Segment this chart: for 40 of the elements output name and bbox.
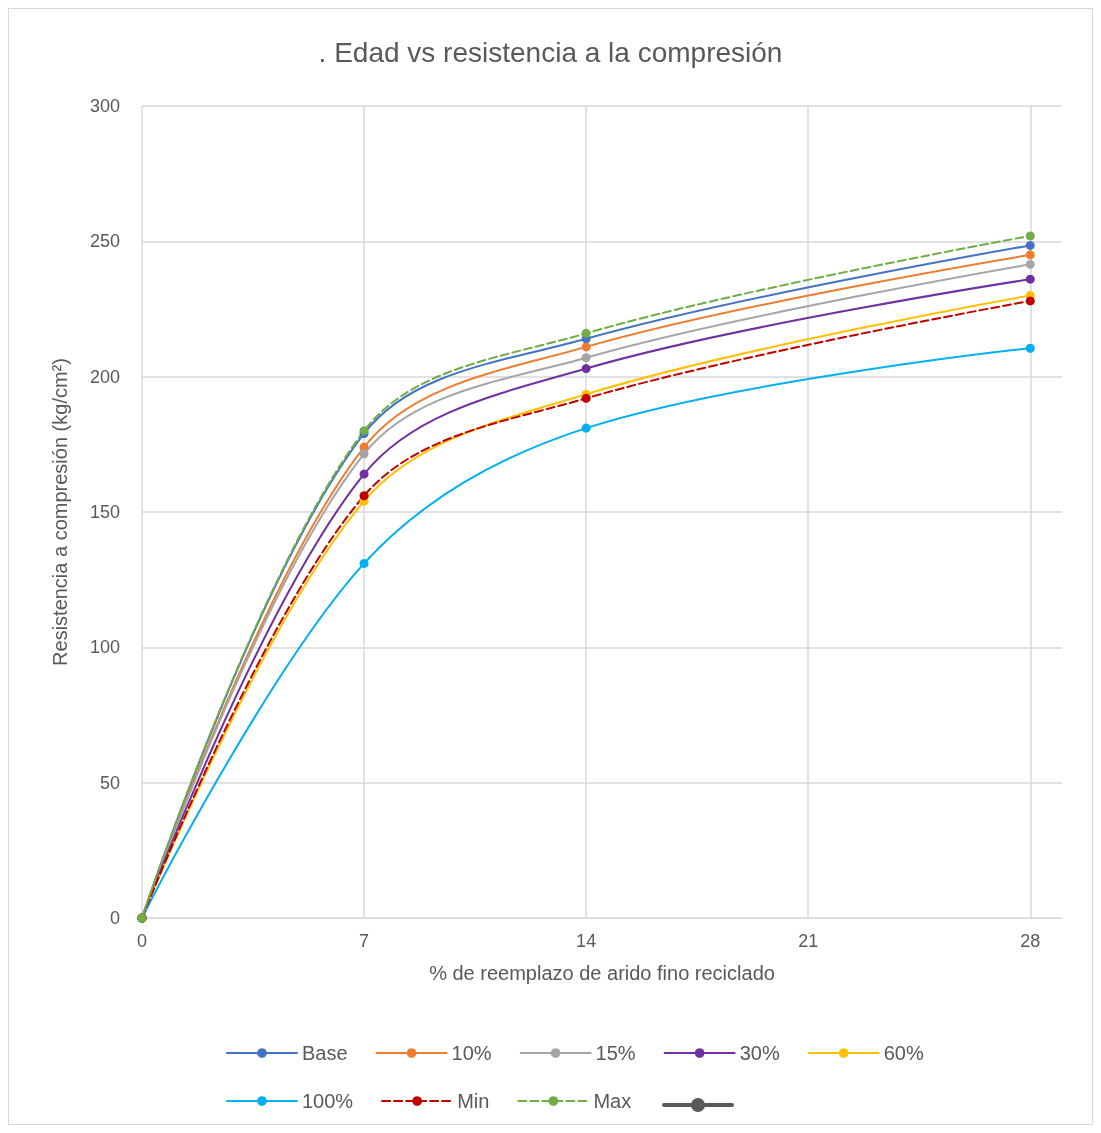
point [1025, 274, 1035, 284]
point [359, 469, 369, 479]
point [359, 491, 369, 501]
x-tick-label: 0 [136, 931, 148, 951]
point [581, 342, 591, 352]
legend-label: 100% [302, 1090, 354, 1112]
point [1025, 259, 1035, 269]
point [581, 328, 591, 338]
y-tick-label: 300 [89, 96, 120, 116]
x-tick-label: 21 [798, 931, 819, 951]
point [581, 393, 591, 403]
y-tick-label: 50 [99, 772, 120, 793]
point [1025, 343, 1035, 353]
point [581, 423, 591, 433]
y-tick-label: 150 [89, 502, 120, 522]
point [1025, 231, 1035, 241]
y-tick-label: 0 [109, 908, 120, 928]
y-tick-label: 200 [89, 366, 120, 387]
legend-label: Base [302, 1042, 348, 1064]
point [581, 353, 591, 363]
legend-label: Max [593, 1090, 632, 1112]
y-tick-label: 100 [89, 637, 120, 658]
legend-label: 30% [739, 1042, 780, 1064]
legend-label: 60% [883, 1042, 924, 1064]
x-tick-label: 28 [1020, 931, 1041, 951]
y-axis-title: Resistencia a compresión (kg/cm²) [49, 358, 71, 666]
legend-label: 15% [595, 1042, 636, 1064]
x-axis-title: % de reemplazo de arido fino reciclado [429, 962, 775, 984]
x-tick-label: 7 [359, 931, 370, 951]
legend-label: Min [457, 1090, 490, 1112]
point [1025, 296, 1035, 306]
y-tick-label: 250 [89, 231, 120, 252]
chart-title: . Edad vs resistencia a la compresión [318, 36, 783, 68]
point [359, 449, 369, 459]
legend-label: 10% [451, 1042, 492, 1064]
point [359, 558, 369, 568]
point [1025, 240, 1035, 250]
point [1025, 250, 1035, 260]
x-tick-label: 14 [576, 931, 597, 951]
point [581, 364, 591, 374]
